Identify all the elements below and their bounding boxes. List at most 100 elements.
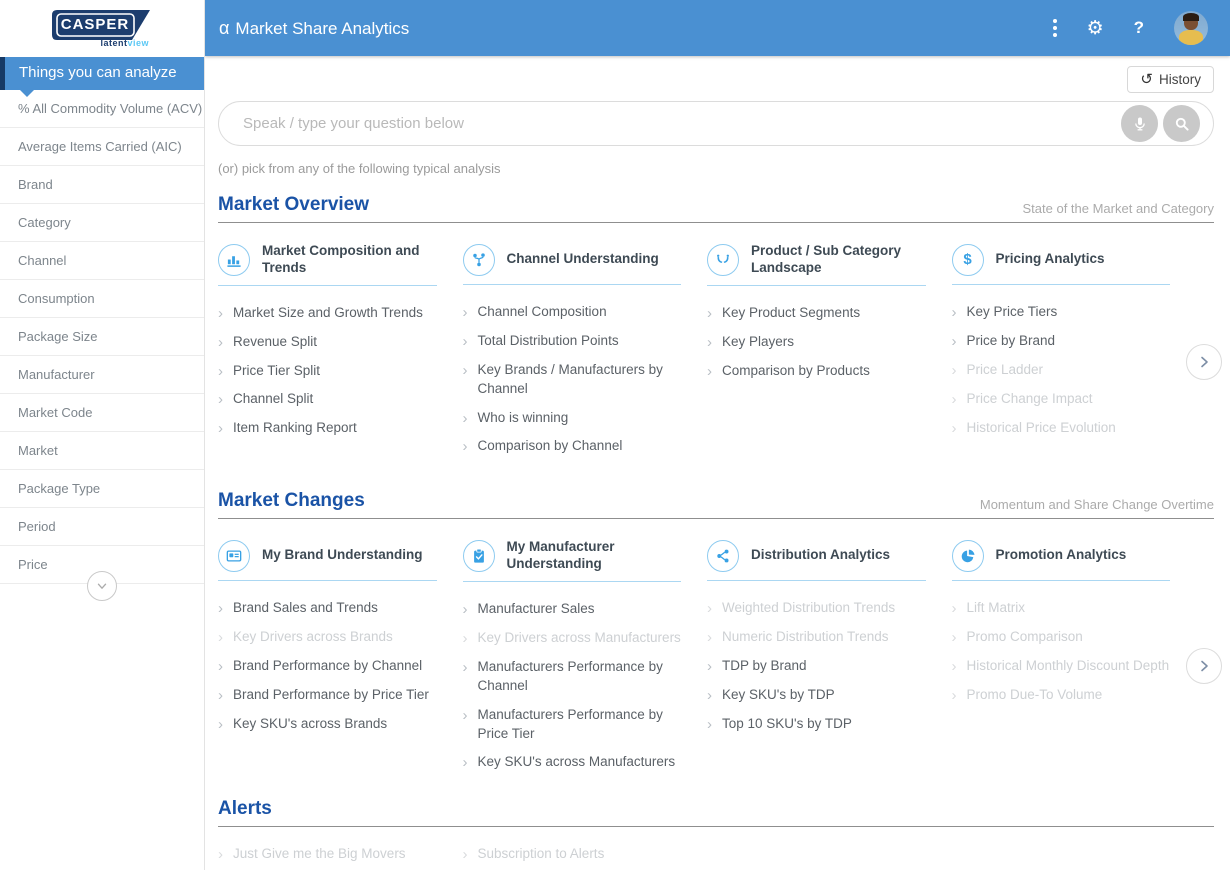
analysis-link[interactable]: › Price Tier Split: [218, 362, 321, 380]
card-header: My Manufacturer Understanding: [462, 539, 681, 583]
chevron-right-icon: ›: [951, 390, 957, 408]
history-button[interactable]: ↺ History: [1127, 66, 1214, 93]
sidebar-item-market[interactable]: Market: [0, 432, 204, 470]
analysis-link[interactable]: › Who is winning: [462, 409, 569, 427]
sidebar-expand-button[interactable]: [87, 571, 117, 601]
chevron-right-icon: ›: [462, 629, 468, 647]
chevron-right-icon: ›: [707, 658, 712, 676]
analysis-list: › Manufacturer Sales › Key Drivers across …: [463, 600, 682, 772]
sidebar-item-brand[interactable]: Brand: [0, 166, 204, 204]
sidebar-item-market-code[interactable]: Market Code: [0, 394, 204, 432]
card-title: Market Composition and Trends: [262, 243, 420, 275]
analysis-link[interactable]: › Manufacturers Performance by Price Tier: [462, 706, 663, 741]
sidebar-list: % All Commodity Volume (ACV) Average Ite…: [0, 90, 204, 584]
id-card-icon: [218, 539, 250, 572]
card-title: Channel Understanding: [506, 251, 659, 267]
chevron-right-icon: ›: [218, 304, 223, 322]
chevron-right-icon: ›: [218, 333, 223, 351]
analysis-link[interactable]: › Revenue Split: [218, 333, 318, 351]
casper-logo: CASPER: [52, 9, 152, 40]
carousel-next-button[interactable]: [1186, 648, 1222, 684]
analysis-link-disabled: › Lift Matrix: [951, 600, 1026, 618]
section-subtitle: State of the Market and Category: [1022, 201, 1215, 216]
sidebar-item-package-type[interactable]: Package Type: [0, 470, 204, 508]
analysis-link[interactable]: › Comparison by Products: [707, 362, 870, 380]
analysis-link[interactable]: › Brand Sales and Trends: [218, 600, 378, 618]
analysis-link[interactable]: › Key SKU's by TDP: [707, 687, 835, 705]
history-icon: ↺: [1140, 71, 1153, 88]
analysis-link[interactable]: › Key Product Segments: [707, 304, 861, 322]
gear-icon[interactable]: ⚙: [1086, 17, 1104, 39]
analysis-link[interactable]: › TDP by Brand: [707, 658, 807, 676]
sidebar-item-category[interactable]: Category: [0, 204, 204, 242]
analysis-link[interactable]: › Channel Composition: [462, 304, 607, 321]
sidebar-item-consumption[interactable]: Consumption: [0, 280, 204, 318]
sidebar-item-price[interactable]: Price: [0, 546, 204, 584]
avatar[interactable]: [1174, 11, 1208, 45]
analysis-link-disabled: › Promo Comparison: [951, 629, 1083, 647]
microphone-icon: [1134, 117, 1145, 130]
main-content: ↺ History (or) pick from any of the foll…: [205, 56, 1230, 870]
sidebar-item-aic[interactable]: Average Items Carried (AIC): [0, 128, 204, 166]
analysis-link[interactable]: › Price by Brand: [951, 332, 1056, 350]
analysis-link[interactable]: › Manufacturers Performance by Channel: [462, 658, 663, 693]
analysis-list: › Lift Matrix › Promo Comparison › Historic…: [952, 599, 1171, 705]
kebab-menu-icon[interactable]: [1052, 19, 1057, 37]
analysis-link[interactable]: › Total Distribution Points: [462, 332, 619, 350]
question-bar: [218, 101, 1214, 146]
card-title: Promotion Analytics: [995, 547, 1127, 563]
analysis-link-disabled: › Price Ladder: [951, 361, 1044, 379]
analysis-link-disabled: › Historical Price Evolution: [951, 419, 1116, 437]
pie-chart-icon: [951, 539, 984, 572]
sidebar: CASPER latentview Things you can analyze…: [0, 0, 205, 870]
card-title: Pricing Analytics: [995, 251, 1105, 267]
topbar: α Market Share Analytics ⚙ ?: [205, 0, 1230, 56]
chevron-right-icon: [1201, 660, 1208, 672]
sidebar-item-period[interactable]: Period: [0, 508, 204, 546]
chevron-right-icon: ›: [707, 362, 712, 380]
mic-button[interactable]: [1121, 105, 1158, 142]
chevron-right-icon: ›: [462, 304, 468, 321]
chevron-right-icon: ›: [951, 304, 957, 321]
analysis-link[interactable]: › Item Ranking Report: [218, 420, 357, 438]
analysis-link[interactable]: › Key Price Tiers: [951, 304, 1058, 321]
analysis-list: › Key Product Segments › Key Players › Comp…: [707, 304, 926, 381]
chevron-right-icon: ›: [707, 333, 712, 351]
analysis-link[interactable]: › Key SKU's across Manufacturers: [462, 754, 676, 772]
analysis-link[interactable]: › Manufacturer Sales: [462, 601, 595, 619]
search-button[interactable]: [1163, 105, 1200, 142]
sidebar-item-channel[interactable]: Channel: [0, 242, 204, 280]
analysis-link[interactable]: › Key SKU's across Brands: [218, 715, 388, 733]
card-title: Distribution Analytics: [751, 547, 891, 563]
analysis-link[interactable]: › Comparison by Channel: [462, 438, 623, 456]
chevron-right-icon: ›: [462, 409, 468, 427]
chevron-right-icon: ›: [462, 438, 468, 456]
market-changes-cards: My Brand Understanding › Brand Sales and …: [218, 539, 1170, 782]
analysis-link[interactable]: › Brand Performance by Price Tier: [218, 687, 429, 705]
help-icon[interactable]: ?: [1133, 18, 1144, 37]
sidebar-item-package-size[interactable]: Package Size: [0, 318, 204, 356]
chevron-right-icon: ›: [218, 420, 223, 438]
analysis-link[interactable]: › Brand Performance by Channel: [218, 658, 423, 676]
chevron-right-icon: ›: [951, 332, 957, 350]
or-pick-text: (or) pick from any of the following typi…: [218, 161, 501, 176]
sidebar-item-manufacturer[interactable]: Manufacturer: [0, 356, 204, 394]
section-subtitle: Momentum and Share Change Overtime: [979, 497, 1214, 513]
analysis-link[interactable]: › Channel Split: [218, 391, 314, 409]
analysis-list: › Market Size and Growth Trends › Revenue …: [218, 304, 437, 438]
logo-ribbon-shape: [52, 9, 150, 40]
question-input[interactable]: [218, 101, 1214, 146]
sidebar-header-label: Things you can analyze: [19, 64, 177, 81]
card-market-composition: Market Composition and Trends › Market Si…: [218, 243, 437, 466]
section-header-market-overview: Market Overview State of the Market and …: [218, 194, 1214, 223]
analysis-link[interactable]: › Top 10 SKU's by TDP: [707, 715, 852, 733]
carousel-next-button[interactable]: [1186, 344, 1222, 380]
analysis-link[interactable]: › Key Players: [707, 333, 795, 351]
analysis-link[interactable]: › Market Size and Growth Trends: [218, 304, 423, 322]
chevron-right-icon: [1201, 356, 1208, 368]
chevron-right-icon: ›: [218, 600, 223, 618]
chevron-right-icon: ›: [462, 658, 468, 676]
analysis-link[interactable]: › Key Brands / Manufacturers by Channel: [462, 361, 663, 396]
section-header-alerts: Alerts: [218, 798, 1214, 828]
chevron-right-icon: ›: [707, 629, 712, 647]
